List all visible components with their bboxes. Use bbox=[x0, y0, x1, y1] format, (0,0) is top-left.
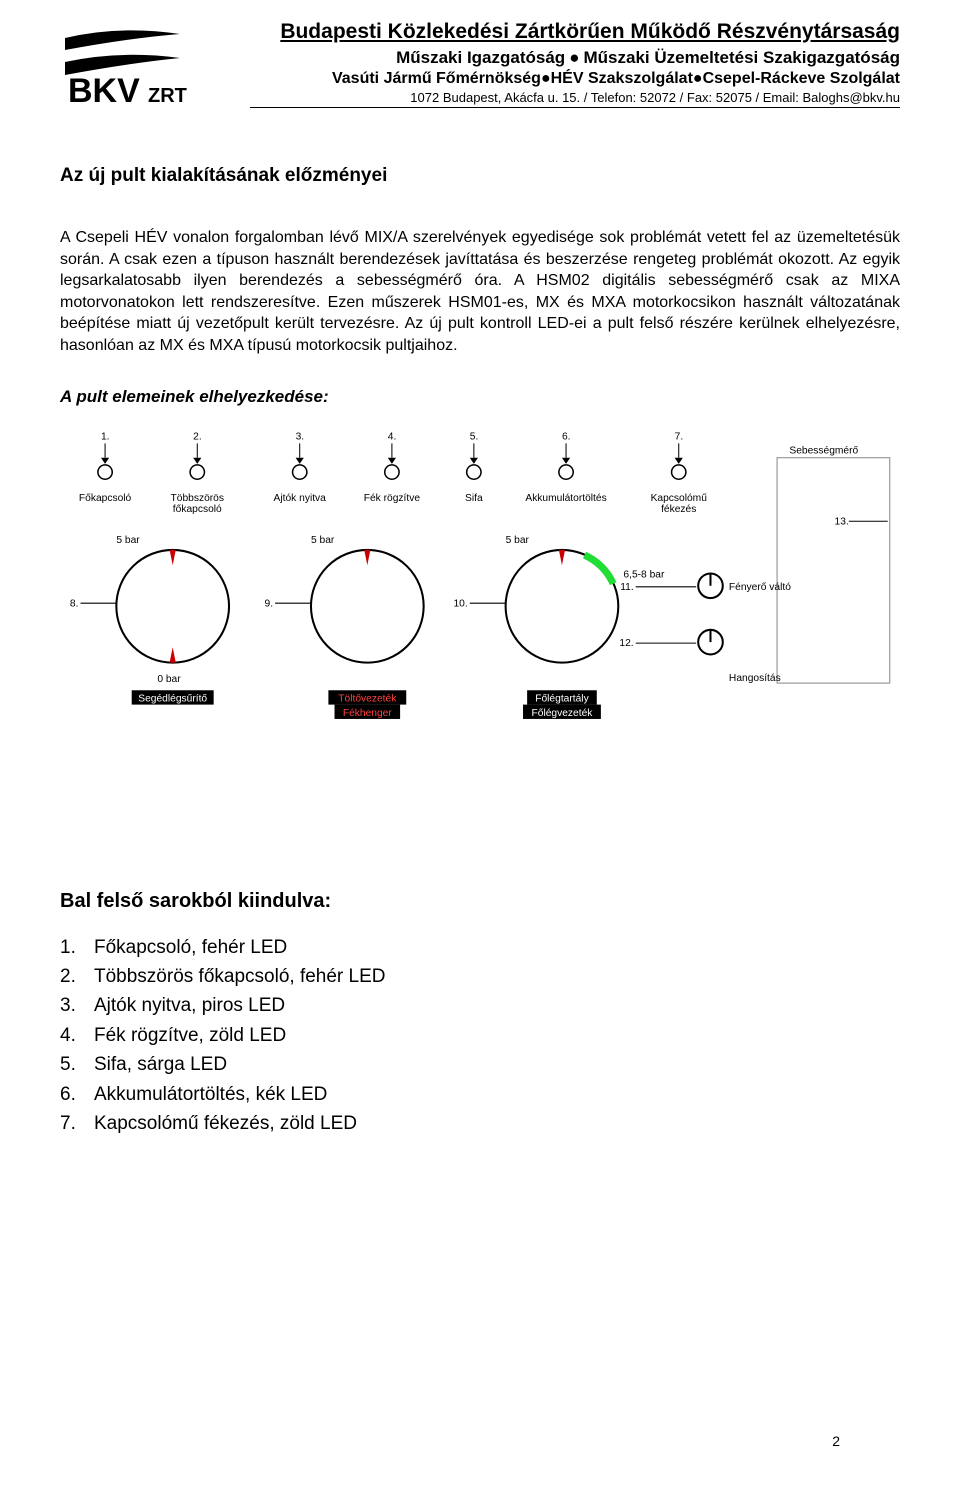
svg-text:8.: 8. bbox=[70, 598, 79, 609]
svg-text:ZRT: ZRT bbox=[148, 85, 187, 107]
svg-text:2.: 2. bbox=[193, 431, 202, 442]
svg-text:5 bar: 5 bar bbox=[506, 534, 530, 545]
svg-text:Fékhenger: Fékhenger bbox=[343, 707, 393, 718]
sebessegmero-label: Sebességmérő bbox=[789, 445, 858, 456]
section-title: Az új pult kialakításának előzményei bbox=[60, 165, 900, 187]
list-item: 4. Fék rögzítve, zöld LED bbox=[60, 1021, 900, 1050]
page-number: 2 bbox=[832, 1433, 840, 1449]
svg-text:Fényerő váltó: Fényerő váltó bbox=[729, 581, 791, 592]
svg-text:Főlégtartály: Főlégtartály bbox=[535, 693, 589, 704]
svg-text:13.: 13. bbox=[835, 516, 849, 527]
dept-line-2: Vasúti Jármű Főmérnökség●HÉV Szakszolgál… bbox=[250, 70, 900, 88]
list-item: 2.Többszörös főkapcsoló, fehér LED bbox=[60, 962, 900, 991]
svg-text:3.: 3. bbox=[296, 431, 305, 442]
legend-list: 1.Főkapcsoló, fehér LED 2.Többszörös fők… bbox=[60, 933, 900, 1139]
svg-text:0 bar: 0 bar bbox=[157, 674, 181, 685]
svg-text:5.: 5. bbox=[470, 431, 479, 442]
dept-line-1: Műszaki Igazgatóság●Műszaki Üzemeltetési… bbox=[250, 48, 900, 68]
svg-text:7.: 7. bbox=[675, 431, 684, 442]
diagram-heading: A pult elemeinek elhelyezkedése: bbox=[60, 387, 900, 407]
svg-text:Segédlégsűrítő: Segédlégsűrítő bbox=[138, 693, 207, 704]
svg-text:BKV: BKV bbox=[68, 72, 140, 110]
list-item: 7.Kapcsolómű fékezés, zöld LED bbox=[60, 1109, 900, 1138]
svg-text:Főlégvezeték: Főlégvezeték bbox=[532, 707, 594, 718]
svg-text:6,5-8 bar: 6,5-8 bar bbox=[623, 569, 665, 580]
body-paragraph: A Csepeli HÉV vonalon forgalomban lévő M… bbox=[60, 227, 900, 357]
svg-text:Hangosítás: Hangosítás bbox=[729, 673, 781, 684]
company-name: Budapesti Közlekedési Zártkörűen Működő … bbox=[250, 20, 900, 44]
pult-diagram: 1. Főkapcsoló 2. Többszörösfőkapcsoló 3.… bbox=[60, 427, 900, 770]
header-text-block: Budapesti Közlekedési Zártkörűen Működő … bbox=[250, 20, 900, 108]
svg-text:5 bar: 5 bar bbox=[116, 534, 140, 545]
svg-text:Fék rögzítve: Fék rögzítve bbox=[364, 492, 421, 503]
svg-text:Ajtók nyitva: Ajtók nyitva bbox=[274, 492, 327, 503]
svg-text:9.: 9. bbox=[265, 598, 274, 609]
svg-text:6.: 6. bbox=[562, 431, 571, 442]
legend-title: Bal felső sarokból kiindulva: bbox=[60, 890, 900, 913]
list-item: 5.Sifa, sárga LED bbox=[60, 1050, 900, 1079]
svg-text:1.: 1. bbox=[101, 431, 110, 442]
svg-text:Töltővezeték: Töltővezeték bbox=[338, 693, 397, 704]
svg-text:főkapcsoló: főkapcsoló bbox=[173, 504, 222, 515]
svg-text:fékezés: fékezés bbox=[661, 504, 696, 515]
svg-text:11.: 11. bbox=[620, 581, 633, 592]
svg-text:5 bar: 5 bar bbox=[311, 534, 335, 545]
list-item: 1.Főkapcsoló, fehér LED bbox=[60, 933, 900, 962]
svg-text:4.: 4. bbox=[388, 431, 397, 442]
svg-text:Sifa: Sifa bbox=[465, 492, 483, 503]
svg-text:Többszörös: Többszörös bbox=[171, 492, 224, 503]
svg-text:Kapcsolómű: Kapcsolómű bbox=[651, 492, 708, 503]
document-header: BKV ZRT Budapesti Közlekedési Zártkörűen… bbox=[60, 20, 900, 115]
svg-text:Akkumulátortöltés: Akkumulátortöltés bbox=[525, 492, 606, 503]
svg-text:10.: 10. bbox=[453, 598, 467, 609]
svg-text:12.: 12. bbox=[619, 638, 633, 649]
address-line: 1072 Budapest, Akácfa u. 15. / Telefon: … bbox=[250, 90, 900, 108]
svg-text:Főkapcsoló: Főkapcsoló bbox=[79, 492, 132, 503]
list-item: 6.Akkumulátortöltés, kék LED bbox=[60, 1080, 900, 1109]
bkv-logo: BKV ZRT bbox=[60, 20, 230, 115]
list-item: 3. Ajtók nyitva, piros LED bbox=[60, 991, 900, 1020]
